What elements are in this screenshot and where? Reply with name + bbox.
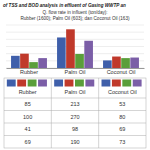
grid-line xyxy=(6,39,144,40)
table-cell: 85 xyxy=(25,101,31,107)
table-swatch xyxy=(38,80,47,87)
table-cell: 53 xyxy=(119,101,125,107)
table-frame xyxy=(4,78,146,148)
table-cell: 98 xyxy=(72,126,78,132)
x-tick-label: Coconut Oil xyxy=(107,69,136,75)
table-header: Palm Oil xyxy=(65,89,86,95)
table-divider xyxy=(98,78,99,148)
bar xyxy=(11,56,20,68)
bar xyxy=(130,58,139,68)
table-cell: 100 xyxy=(23,114,32,120)
bars xyxy=(11,29,139,68)
bar xyxy=(66,29,75,68)
table-swatch xyxy=(28,80,37,87)
table-swatch xyxy=(75,80,84,87)
table-rule xyxy=(4,123,146,124)
bar xyxy=(29,62,38,68)
grid-line xyxy=(6,32,144,33)
grid-line xyxy=(6,25,144,26)
bar xyxy=(121,58,130,68)
table-swatch xyxy=(17,80,26,87)
table-cell: 73 xyxy=(119,139,125,145)
table-cell: 80 xyxy=(119,114,125,120)
table-swatch xyxy=(102,80,111,87)
bar xyxy=(57,37,66,68)
grid xyxy=(6,25,144,68)
table: Rubber Palm Oil Coconut Oil 85 213 53 100 270 80… xyxy=(4,78,146,148)
table-header: Coconut Oil xyxy=(108,89,137,95)
title: of TSS and BOD analysis in effluent of G… xyxy=(3,3,126,8)
bar xyxy=(38,58,47,68)
bar xyxy=(20,54,29,68)
subtitle: Rubber (1600); Palm Oil (603); dan Cocon… xyxy=(20,16,129,21)
table-rule xyxy=(4,110,146,111)
table-cell: 69 xyxy=(25,139,31,145)
x-tick: Palm Oil xyxy=(65,68,86,75)
table-rule xyxy=(4,98,146,99)
x-tick: Rubber xyxy=(20,68,38,75)
table-rule xyxy=(4,135,146,136)
table-cell: 213 xyxy=(70,101,79,107)
chart: of TSS and BOD analysis in effluent of G… xyxy=(0,0,150,150)
table-swatch xyxy=(54,80,63,87)
table-divider xyxy=(51,78,52,148)
x-tick-label: Rubber xyxy=(20,69,38,75)
table-swatch xyxy=(7,80,16,87)
table-cell: 41 xyxy=(25,126,31,132)
table-cell: 190 xyxy=(70,139,79,145)
grid-line xyxy=(6,46,144,47)
table-swatch xyxy=(85,80,94,87)
table-cell: 270 xyxy=(70,114,79,120)
subtitle: Q. flow rate in influent (ton/day): xyxy=(42,10,107,15)
table-swatch xyxy=(65,80,74,87)
x-tick-label: Palm Oil xyxy=(65,69,86,75)
table-swatch xyxy=(122,80,131,87)
bar xyxy=(103,60,112,68)
table-cell: 69 xyxy=(119,126,125,132)
table-header: Rubber xyxy=(19,89,37,95)
table-swatch xyxy=(112,80,121,87)
x-axis: Rubber Palm Oil Coconut Oil xyxy=(7,68,145,75)
table-swatch xyxy=(133,80,142,87)
bar xyxy=(112,57,121,68)
bar xyxy=(75,54,84,68)
bar xyxy=(84,41,93,68)
x-tick: Coconut Oil xyxy=(107,68,136,75)
